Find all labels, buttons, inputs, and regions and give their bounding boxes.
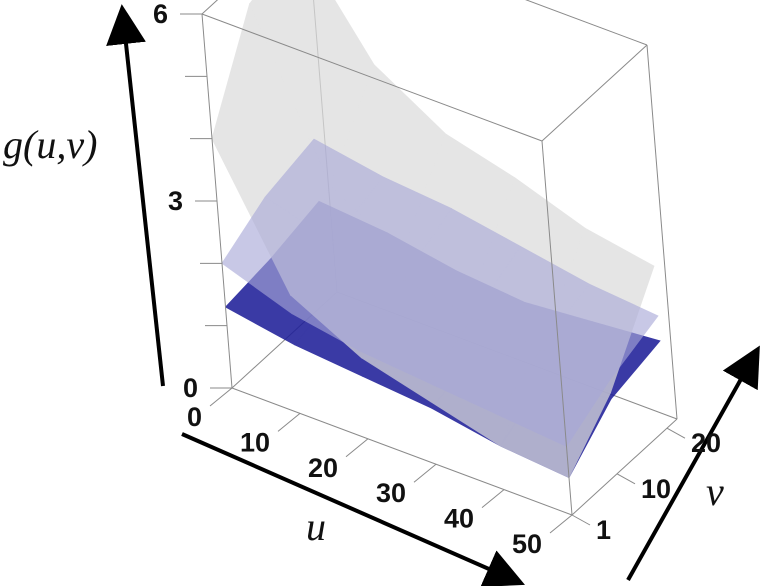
surfaces (211, 0, 661, 479)
u-tick-label: 50 (512, 529, 542, 559)
v-tick (666, 427, 686, 439)
box-edge-top (201, 13, 543, 142)
box-edge-front-mid (541, 140, 573, 516)
v-axis-label: v (706, 469, 724, 514)
box-edge-front-right (646, 44, 678, 420)
z-axis-label: g(u,v) (3, 122, 97, 167)
box-edge-bottom-v (571, 418, 678, 516)
v-axis-arrow (626, 345, 760, 581)
u-tick (209, 387, 233, 407)
z-tick-label: 0 (183, 373, 198, 403)
z-tick-label: 3 (168, 186, 183, 216)
u-tick-label: 0 (187, 402, 202, 432)
z-axis-arrow (106, 4, 165, 387)
v-tick-label: 1 (596, 515, 611, 545)
v-tick-label: 20 (691, 428, 721, 458)
u-tick-label: 30 (376, 478, 406, 508)
surface-3-cell (497, 348, 611, 447)
box-edge-bottom-u (231, 387, 573, 516)
u-axis-arrow (181, 432, 525, 586)
box-edge-top (541, 44, 648, 142)
u-tick (345, 438, 369, 458)
u-tick-label: 40 (444, 504, 474, 534)
u-axis-label: u (306, 504, 326, 549)
u-tick-label: 20 (308, 453, 338, 483)
tick-marks (180, 13, 686, 534)
u-tick (481, 489, 505, 508)
v-tick (571, 514, 591, 526)
v-tick (616, 473, 636, 485)
u-tick (277, 413, 301, 432)
u-tick (549, 514, 573, 534)
box-edge-top (525, 0, 648, 46)
z-tick-label: 6 (153, 0, 168, 29)
u-tick (413, 463, 437, 483)
u-tick-label: 10 (240, 427, 270, 457)
tick-labels: 0 3 6 0 10 20 30 40 50 1 10 20 (153, 0, 721, 559)
surface-3 (221, 138, 659, 447)
v-tick-label: 10 (641, 474, 671, 504)
